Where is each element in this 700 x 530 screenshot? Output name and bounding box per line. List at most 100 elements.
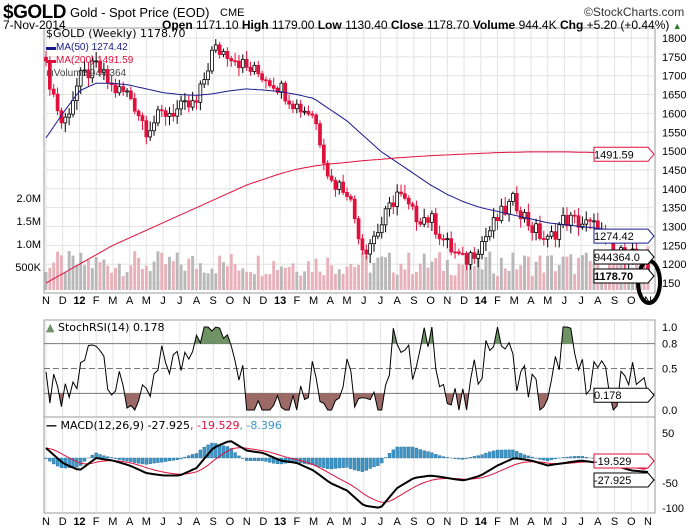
- volume-bar: [449, 275, 453, 290]
- candle-body: [183, 100, 187, 103]
- volume-bar: [457, 263, 461, 290]
- legend-macd-signal: , -19.529: [190, 419, 240, 432]
- volume-tick: 2.0M: [17, 193, 41, 205]
- candle-body: [364, 249, 369, 255]
- volume-bar: [480, 269, 484, 290]
- volume-bar: [422, 253, 426, 290]
- volume-bar: [453, 275, 457, 290]
- candle-body: [522, 212, 527, 220]
- candle-body: [561, 214, 565, 226]
- volume-bar: [411, 274, 415, 290]
- candle-body: [422, 217, 427, 225]
- candle-body: [248, 66, 253, 72]
- volume-bar: [129, 265, 133, 290]
- candle-body: [202, 79, 207, 85]
- volume-bar: [434, 258, 438, 290]
- volume-bar: [345, 266, 349, 290]
- price-tick: 1800: [662, 33, 686, 45]
- macd-histogram-bar: [121, 457, 125, 461]
- symbol: $GOLD: [3, 2, 66, 23]
- volume-bar: [306, 261, 310, 290]
- volume-bar: [106, 265, 110, 290]
- volume-bar: [442, 270, 445, 290]
- volume-bar: [295, 271, 299, 290]
- macd-histogram-bar: [264, 457, 268, 462]
- candle-body: [403, 193, 407, 199]
- legend-macd-hist: , -8.396: [239, 419, 282, 432]
- volume-label: Volume: [472, 18, 516, 32]
- macd-signal-line: [45, 447, 649, 503]
- candle-body: [399, 191, 403, 195]
- candle-body: [310, 113, 315, 116]
- macd-histogram-bar: [488, 451, 492, 459]
- macd-histogram-bar: [256, 457, 260, 461]
- month-label: M: [309, 516, 318, 528]
- volume-bar: [245, 271, 249, 290]
- volume-bar: [507, 270, 511, 290]
- candle-body: [291, 103, 295, 110]
- candle-body: [472, 252, 477, 259]
- candle-body: [287, 100, 291, 105]
- month-label: J: [177, 295, 183, 307]
- candle-body: [148, 130, 153, 138]
- ohlc-summary: Open 1171.10 High 1179.00 Low 1130.40 Cl…: [162, 18, 682, 33]
- candle-body: [441, 238, 446, 241]
- volume-bar: [542, 272, 546, 290]
- candle-body: [167, 112, 172, 117]
- candle-body: [568, 214, 573, 226]
- volume-bar: [183, 270, 187, 290]
- candle-body: [588, 219, 592, 222]
- volume-bar: [283, 267, 287, 290]
- ma200-line: [45, 151, 649, 284]
- macd-histogram-bar: [364, 457, 368, 471]
- month-label: A: [594, 295, 602, 307]
- candle-body: [368, 243, 373, 255]
- volume-bar: [426, 267, 430, 290]
- macd-histogram-bar: [372, 457, 376, 468]
- candle-body: [252, 64, 257, 72]
- macd-histogram-bar: [360, 457, 365, 472]
- month-label: N: [243, 516, 251, 528]
- volume-bar: [519, 265, 523, 290]
- volume-tick: 1.0M: [17, 239, 41, 251]
- volume-bar: [148, 271, 152, 290]
- macd-histogram-bar: [391, 449, 395, 459]
- volume-bar: [79, 252, 83, 290]
- candle-body: [333, 179, 338, 190]
- volume-bar: [588, 260, 592, 290]
- value-tag-macd_signal: -19.529: [593, 453, 655, 469]
- month-label: F: [494, 516, 501, 528]
- volume-bar: [476, 251, 480, 290]
- volume-bar: [573, 274, 577, 290]
- candle-body: [152, 122, 156, 132]
- legend-stoch: ▲ StochRSI(14) 0.178: [46, 321, 164, 335]
- macd-histogram-bar: [113, 457, 118, 459]
- candle-body: [565, 214, 569, 226]
- candle-body: [592, 220, 596, 223]
- candle-body: [90, 60, 95, 79]
- macd-histogram-bar: [133, 457, 137, 463]
- copyright[interactable]: ©StockCharts.com: [584, 5, 685, 19]
- candle-body: [337, 181, 342, 190]
- candle-body: [557, 224, 562, 240]
- chg-value: +5.20 (+0.44%): [586, 18, 670, 32]
- value-tag-text: 1274.42: [594, 231, 634, 243]
- volume-bar: [553, 271, 557, 290]
- macd-histogram-bar: [526, 455, 531, 459]
- stoch-overbought-fill: [46, 327, 648, 344]
- candle-body: [82, 69, 87, 72]
- volume-bar: [349, 263, 353, 290]
- macd-histogram-bar: [530, 456, 534, 459]
- volume-bar: [110, 272, 114, 290]
- month-label: M: [142, 516, 151, 528]
- volume-bar: [168, 256, 171, 290]
- candle-body: [55, 93, 60, 112]
- volume-bar: [326, 257, 330, 290]
- candle-body: [163, 110, 168, 117]
- volume-bar: [484, 256, 488, 290]
- stoch-tick: 1.0: [662, 322, 677, 334]
- macd-histogram-bar: [318, 457, 322, 468]
- macd-histogram-bar: [44, 457, 48, 459]
- value-tag-volume: 944364.0: [593, 249, 655, 265]
- price-tick: 1200: [662, 259, 686, 271]
